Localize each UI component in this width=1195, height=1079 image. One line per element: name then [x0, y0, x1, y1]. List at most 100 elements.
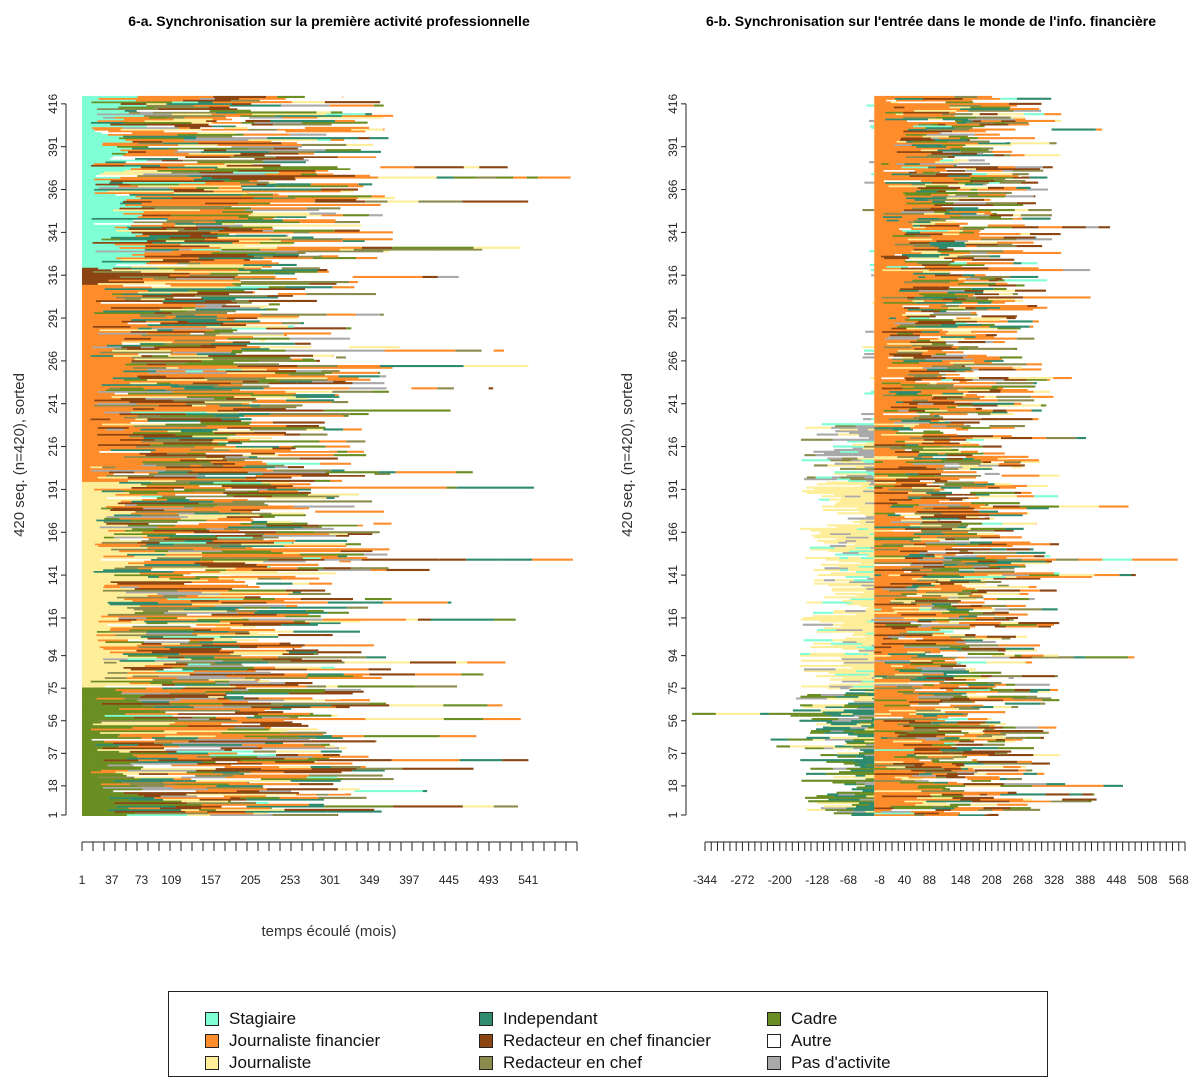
sequence-segment — [940, 251, 971, 255]
sequence-segment — [232, 277, 275, 280]
sequence-segment — [309, 803, 324, 806]
sequence-segment — [216, 784, 263, 787]
sequence-segment — [871, 676, 875, 680]
sequence-segment — [874, 714, 924, 717]
sequence-segment — [874, 361, 893, 364]
sequence-segment — [874, 342, 888, 345]
sequence-segment — [195, 224, 243, 227]
sequence-segment — [82, 205, 142, 208]
sequence-segment — [963, 783, 980, 786]
sequence-segment — [993, 287, 1007, 291]
sequence-segment — [145, 454, 223, 457]
sequence-segment — [309, 231, 327, 234]
x-tick-label: 37 — [105, 873, 119, 887]
sequence-segment — [835, 801, 848, 805]
sequence-segment — [82, 644, 137, 647]
sequence-segment — [306, 207, 341, 210]
sequence-segment — [275, 507, 310, 510]
sequence-segment — [506, 486, 534, 489]
sequence-segment — [178, 198, 242, 201]
sequence-segment — [874, 281, 904, 284]
sequence-segment — [969, 347, 1014, 350]
sequence-segment — [985, 556, 1007, 560]
sequence-segment — [874, 351, 897, 354]
sequence-segment — [199, 798, 228, 801]
sequence-segment — [145, 709, 161, 712]
sequence-segment — [964, 377, 979, 380]
sequence-segment — [874, 587, 883, 590]
sequence-segment — [844, 481, 872, 484]
sequence-segment — [171, 385, 214, 388]
sequence-segment — [874, 498, 889, 501]
sequence-segment — [909, 317, 930, 320]
sequence-segment — [82, 704, 144, 707]
sequence-segment — [894, 484, 940, 488]
sequence-segment — [82, 143, 103, 147]
sequence-segment — [207, 378, 260, 381]
sequence-segment — [947, 598, 977, 601]
sequence-segment — [177, 262, 201, 265]
sequence-segment — [133, 275, 168, 279]
sequence-segment — [942, 359, 985, 362]
sequence-segment — [891, 637, 899, 640]
sequence-segment — [867, 543, 875, 546]
sequence-segment — [264, 143, 302, 147]
sequence-segment — [82, 711, 113, 714]
sequence-segment — [1037, 690, 1050, 693]
sequence-segment — [219, 592, 289, 596]
sequence-segment — [874, 527, 905, 530]
sequence-segment — [292, 358, 303, 361]
sequence-segment — [944, 548, 992, 551]
sequence-segment — [218, 383, 243, 386]
sequence-segment — [82, 471, 109, 474]
sequence-segment — [256, 582, 293, 585]
sequence-segment — [874, 659, 910, 662]
sequence-segment — [962, 258, 973, 261]
sequence-segment — [82, 140, 133, 143]
sequence-segment — [82, 293, 92, 296]
sequence-segment — [958, 467, 970, 470]
sequence-segment — [1015, 289, 1046, 292]
sequence-segment — [949, 401, 955, 404]
sequence-segment — [103, 520, 178, 524]
sequence-segment — [1021, 262, 1038, 265]
sequence-segment — [494, 618, 516, 621]
sequence-segment — [931, 267, 960, 270]
sequence-segment — [209, 245, 229, 248]
sequence-segment — [962, 301, 978, 304]
sequence-segment — [788, 738, 813, 741]
sequence-segment — [874, 274, 922, 277]
sequence-segment — [372, 250, 384, 253]
sequence-segment — [176, 315, 217, 318]
sequence-segment — [874, 675, 888, 678]
sequence-segment — [847, 627, 875, 630]
sequence-segment — [82, 526, 100, 529]
sequence-segment — [237, 262, 279, 265]
sequence-segment — [222, 659, 291, 662]
sequence-segment — [861, 680, 875, 683]
sequence-segment — [82, 604, 140, 608]
sequence-segment — [118, 106, 155, 109]
sequence-segment — [82, 730, 101, 733]
sequence-segment — [904, 318, 954, 321]
sequence-segment — [874, 421, 894, 424]
sequence-segment — [467, 661, 506, 664]
sequence-segment — [954, 402, 973, 405]
sequence-segment — [1028, 574, 1060, 577]
sequence-segment — [114, 574, 184, 577]
sequence-segment — [903, 359, 911, 362]
sequence-segment — [856, 805, 875, 808]
sequence-segment — [346, 440, 366, 443]
sequence-segment — [149, 260, 190, 263]
sequence-segment — [96, 634, 116, 637]
sequence-segment — [82, 613, 108, 616]
sequence-segment — [949, 382, 988, 385]
sequence-segment — [966, 514, 990, 517]
sequence-segment — [93, 270, 141, 273]
sequence-segment — [874, 757, 915, 760]
sequence-segment — [187, 663, 211, 666]
sequence-segment — [874, 437, 910, 440]
sequence-segment — [82, 197, 141, 200]
sequence-segment — [874, 599, 891, 602]
sequence-segment — [858, 548, 874, 551]
